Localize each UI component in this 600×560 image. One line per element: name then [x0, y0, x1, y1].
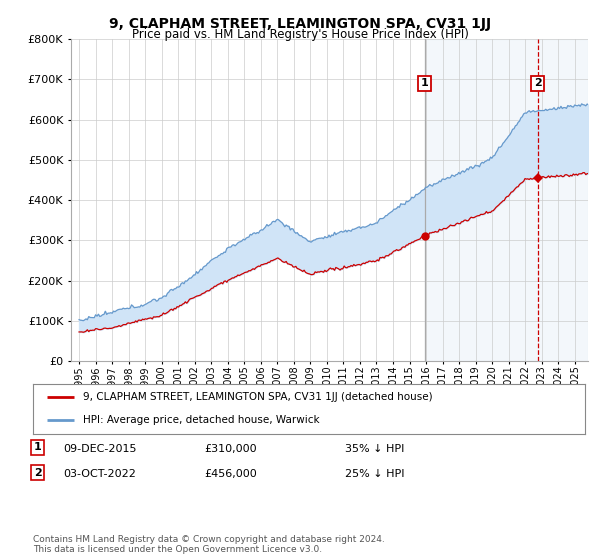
Text: 09-DEC-2015: 09-DEC-2015 — [63, 444, 137, 454]
Text: 1: 1 — [421, 78, 428, 88]
Text: Price paid vs. HM Land Registry's House Price Index (HPI): Price paid vs. HM Land Registry's House … — [131, 28, 469, 41]
Text: 1: 1 — [34, 442, 41, 452]
Text: HPI: Average price, detached house, Warwick: HPI: Average price, detached house, Warw… — [83, 416, 319, 426]
Text: Contains HM Land Registry data © Crown copyright and database right 2024.
This d: Contains HM Land Registry data © Crown c… — [33, 535, 385, 554]
Text: 35% ↓ HPI: 35% ↓ HPI — [345, 444, 404, 454]
Text: 9, CLAPHAM STREET, LEAMINGTON SPA, CV31 1JJ (detached house): 9, CLAPHAM STREET, LEAMINGTON SPA, CV31 … — [83, 392, 433, 402]
Text: £456,000: £456,000 — [204, 469, 257, 479]
Text: 2: 2 — [534, 78, 541, 88]
Text: £310,000: £310,000 — [204, 444, 257, 454]
Text: 25% ↓ HPI: 25% ↓ HPI — [345, 469, 404, 479]
Text: 03-OCT-2022: 03-OCT-2022 — [63, 469, 136, 479]
Text: 9, CLAPHAM STREET, LEAMINGTON SPA, CV31 1JJ: 9, CLAPHAM STREET, LEAMINGTON SPA, CV31 … — [109, 17, 491, 31]
Text: 2: 2 — [34, 468, 41, 478]
Bar — [425, 39, 588, 361]
